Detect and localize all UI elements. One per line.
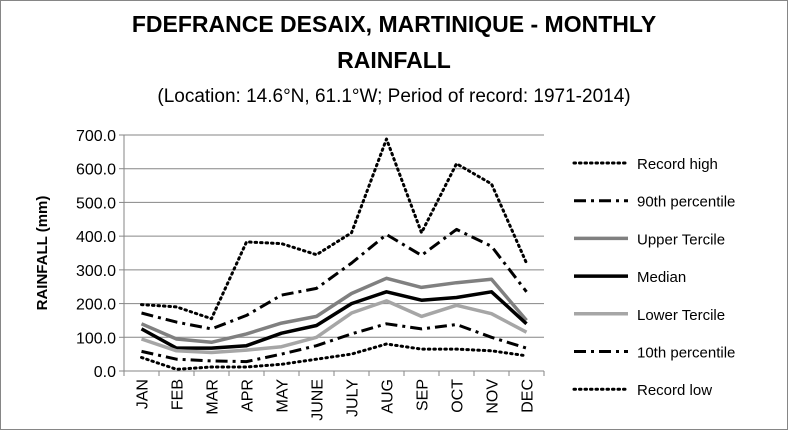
legend-label: Record low xyxy=(637,382,712,399)
x-tick-label: DEC xyxy=(520,379,537,413)
y-tick-label: 300.0 xyxy=(76,263,116,280)
y-axis-title: RAINFALL (mm) xyxy=(34,196,51,311)
series-line-upper-tercile xyxy=(140,276,528,345)
x-tick-label: AUG xyxy=(380,379,397,414)
axes: 0.0 100.0 200.0 300.0 400.0 500.0 600.0 700.0 JA… xyxy=(76,128,545,421)
series-lines xyxy=(140,137,528,371)
legend: Record high 90th percentile Upper Tercile M… xyxy=(572,156,735,399)
y-tick-label: 500.0 xyxy=(76,195,116,212)
x-tick-label: JULY xyxy=(345,379,362,417)
x-tick-label: MAR xyxy=(205,379,222,415)
x-tick-label: FEB xyxy=(170,379,187,410)
legend-label: Upper Tercile xyxy=(637,231,725,248)
series-line-90th-percentile xyxy=(141,227,528,331)
series-line-10th-percentile xyxy=(141,322,527,364)
y-tick-label: 100.0 xyxy=(76,330,116,347)
chart-subtitle: (Location: 14.6°N, 61.1°W; Period of rec… xyxy=(157,86,630,107)
series-line-record-high xyxy=(140,137,528,321)
chart-title-line-2: RAINFALL xyxy=(337,47,451,73)
legend-label: 90th percentile xyxy=(637,194,735,211)
series-line-lower-tercile xyxy=(140,299,528,355)
x-tick-label: SEP xyxy=(415,379,432,411)
y-tick-label: 200.0 xyxy=(76,297,116,314)
series-line-record-low xyxy=(140,342,528,371)
legend-label: Lower Tercile xyxy=(637,307,725,324)
legend-label: 10th percentile xyxy=(637,345,735,362)
x-tick-label: JAN xyxy=(135,379,152,409)
series-line-median xyxy=(140,290,528,350)
legend-label: Record high xyxy=(637,156,718,173)
y-tick-label: 400.0 xyxy=(76,229,116,246)
y-tick-label: 700.0 xyxy=(76,128,116,145)
x-tick-label: OCT xyxy=(450,379,467,413)
x-tick-label: APR xyxy=(240,379,257,412)
x-tick-label: JUNE xyxy=(310,379,327,421)
x-tick-label: NOV xyxy=(485,379,502,414)
gridlines xyxy=(124,134,544,338)
y-tick-label: 600.0 xyxy=(76,162,116,179)
chart-title-line-1: FDEFRANCE DESAIX, MARTINIQUE - MONTHLY xyxy=(132,11,656,37)
x-tick-label: MAY xyxy=(275,379,292,413)
y-tick-label: 0.0 xyxy=(94,364,116,381)
legend-label: Median xyxy=(637,269,686,286)
